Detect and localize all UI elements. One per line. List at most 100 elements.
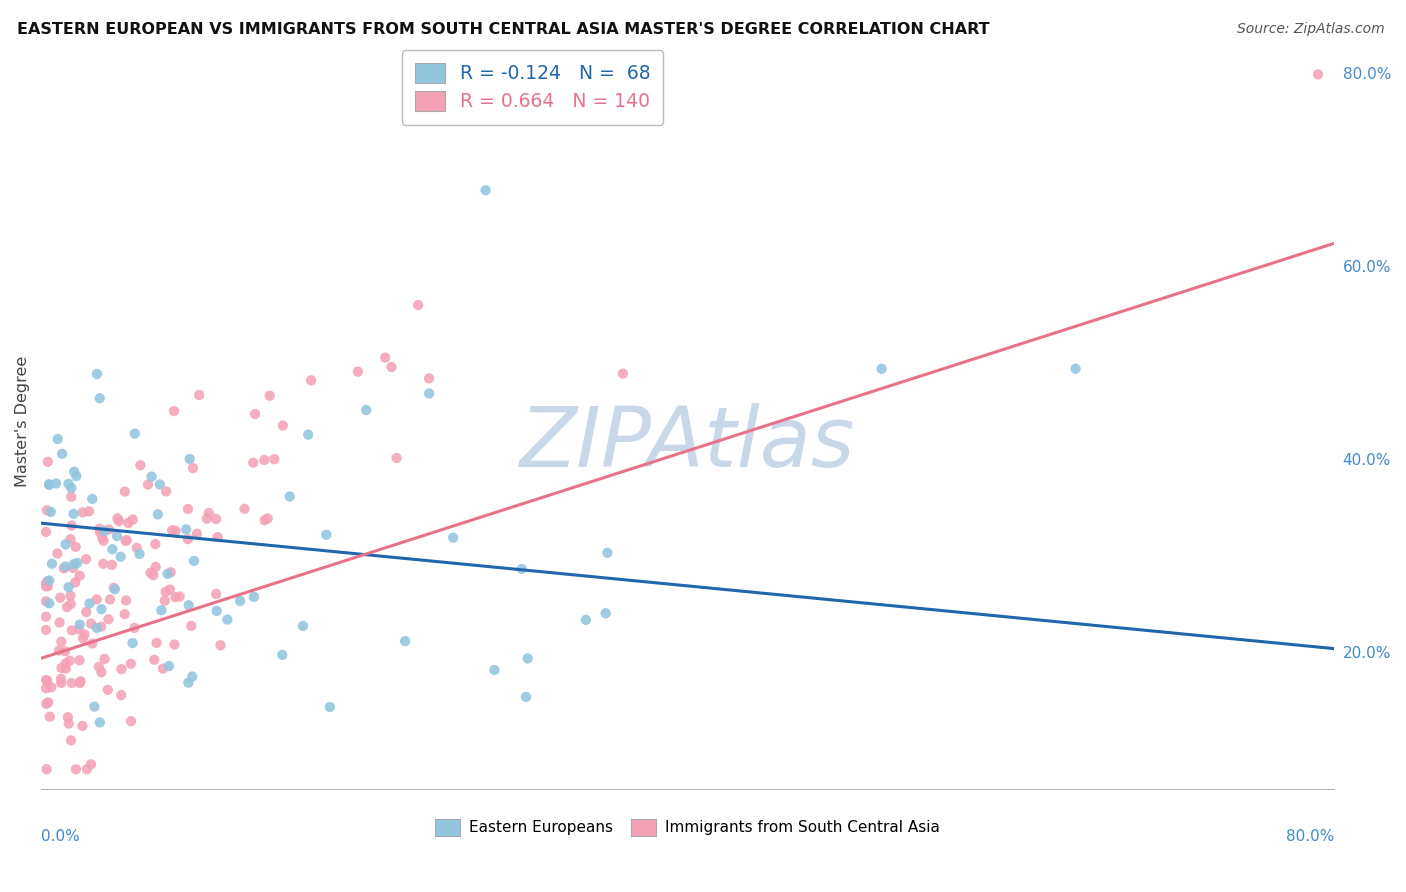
Point [115, 533, 138, 548]
Point [406, 298, 429, 312]
Point [72, 505, 94, 519]
Point [48, 643, 70, 657]
Point [35, 579, 58, 593]
Point [89, 391, 111, 405]
Point [595, 606, 617, 620]
Point [145, 560, 167, 574]
Point [59, 532, 82, 546]
Point [93, 524, 115, 538]
Point [51, 661, 73, 675]
Point [139, 566, 162, 580]
Point [169, 590, 191, 604]
Point [205, 512, 228, 526]
Point [35, 697, 58, 711]
Point [110, 662, 132, 676]
Point [163, 404, 186, 418]
Point [49, 591, 72, 605]
Point [108, 514, 131, 528]
Point [271, 648, 294, 662]
Point [297, 427, 319, 442]
Point [35, 576, 58, 591]
Point [153, 593, 176, 607]
Point [80, 757, 103, 772]
Point [62, 561, 84, 575]
Point [143, 537, 166, 551]
Point [69, 674, 91, 689]
Point [128, 547, 150, 561]
Point [110, 549, 132, 564]
Point [75, 552, 97, 566]
Point [143, 653, 166, 667]
Point [177, 675, 200, 690]
Point [186, 526, 208, 541]
Point [59, 733, 82, 747]
Point [150, 603, 173, 617]
Point [67, 622, 90, 636]
Point [56, 710, 79, 724]
Point [98, 592, 121, 607]
Text: 20.0%: 20.0% [1343, 646, 1391, 661]
Point [89, 522, 111, 536]
Point [38, 477, 60, 491]
Point [115, 593, 138, 607]
Point [114, 484, 136, 499]
Point [77, 504, 100, 518]
Point [105, 529, 128, 543]
Point [253, 513, 276, 527]
Point [229, 594, 252, 608]
Point [256, 511, 278, 525]
Point [58, 580, 80, 594]
Y-axis label: Master's Degree: Master's Degree [15, 356, 30, 487]
Point [46, 432, 69, 446]
Point [35, 673, 58, 687]
Point [121, 512, 143, 526]
Point [516, 651, 538, 665]
Point [35, 524, 58, 539]
Point [157, 659, 180, 673]
Point [60, 624, 83, 638]
Point [129, 458, 152, 473]
Point [159, 566, 181, 580]
Point [217, 613, 239, 627]
Point [93, 533, 115, 548]
Point [65, 540, 87, 554]
Point [121, 636, 143, 650]
Legend: Eastern Europeans, Immigrants from South Central Asia: Eastern Europeans, Immigrants from South… [427, 812, 948, 843]
Point [205, 604, 228, 618]
Point [205, 587, 228, 601]
Text: 40.0%: 40.0% [1343, 453, 1391, 468]
Point [114, 533, 136, 548]
Point [86, 621, 108, 635]
Point [149, 477, 172, 491]
Point [299, 373, 322, 387]
Point [37, 574, 59, 589]
Point [374, 351, 396, 365]
Point [195, 511, 218, 525]
Point [66, 556, 89, 570]
Point [51, 676, 73, 690]
Point [319, 700, 342, 714]
Point [91, 530, 114, 544]
Point [63, 557, 86, 571]
Point [181, 669, 204, 683]
Point [35, 594, 58, 608]
Point [120, 657, 142, 671]
Point [159, 582, 181, 597]
Point [271, 418, 294, 433]
Point [612, 367, 634, 381]
Point [125, 541, 148, 555]
Point [515, 690, 537, 704]
Point [91, 557, 114, 571]
Point [124, 621, 146, 635]
Point [145, 636, 167, 650]
Point [292, 619, 315, 633]
Point [104, 582, 127, 597]
Point [38, 596, 60, 610]
Point [72, 631, 94, 645]
Point [82, 636, 104, 650]
Point [53, 644, 76, 658]
Point [90, 665, 112, 680]
Point [114, 607, 136, 622]
Point [62, 507, 84, 521]
Point [60, 481, 83, 495]
